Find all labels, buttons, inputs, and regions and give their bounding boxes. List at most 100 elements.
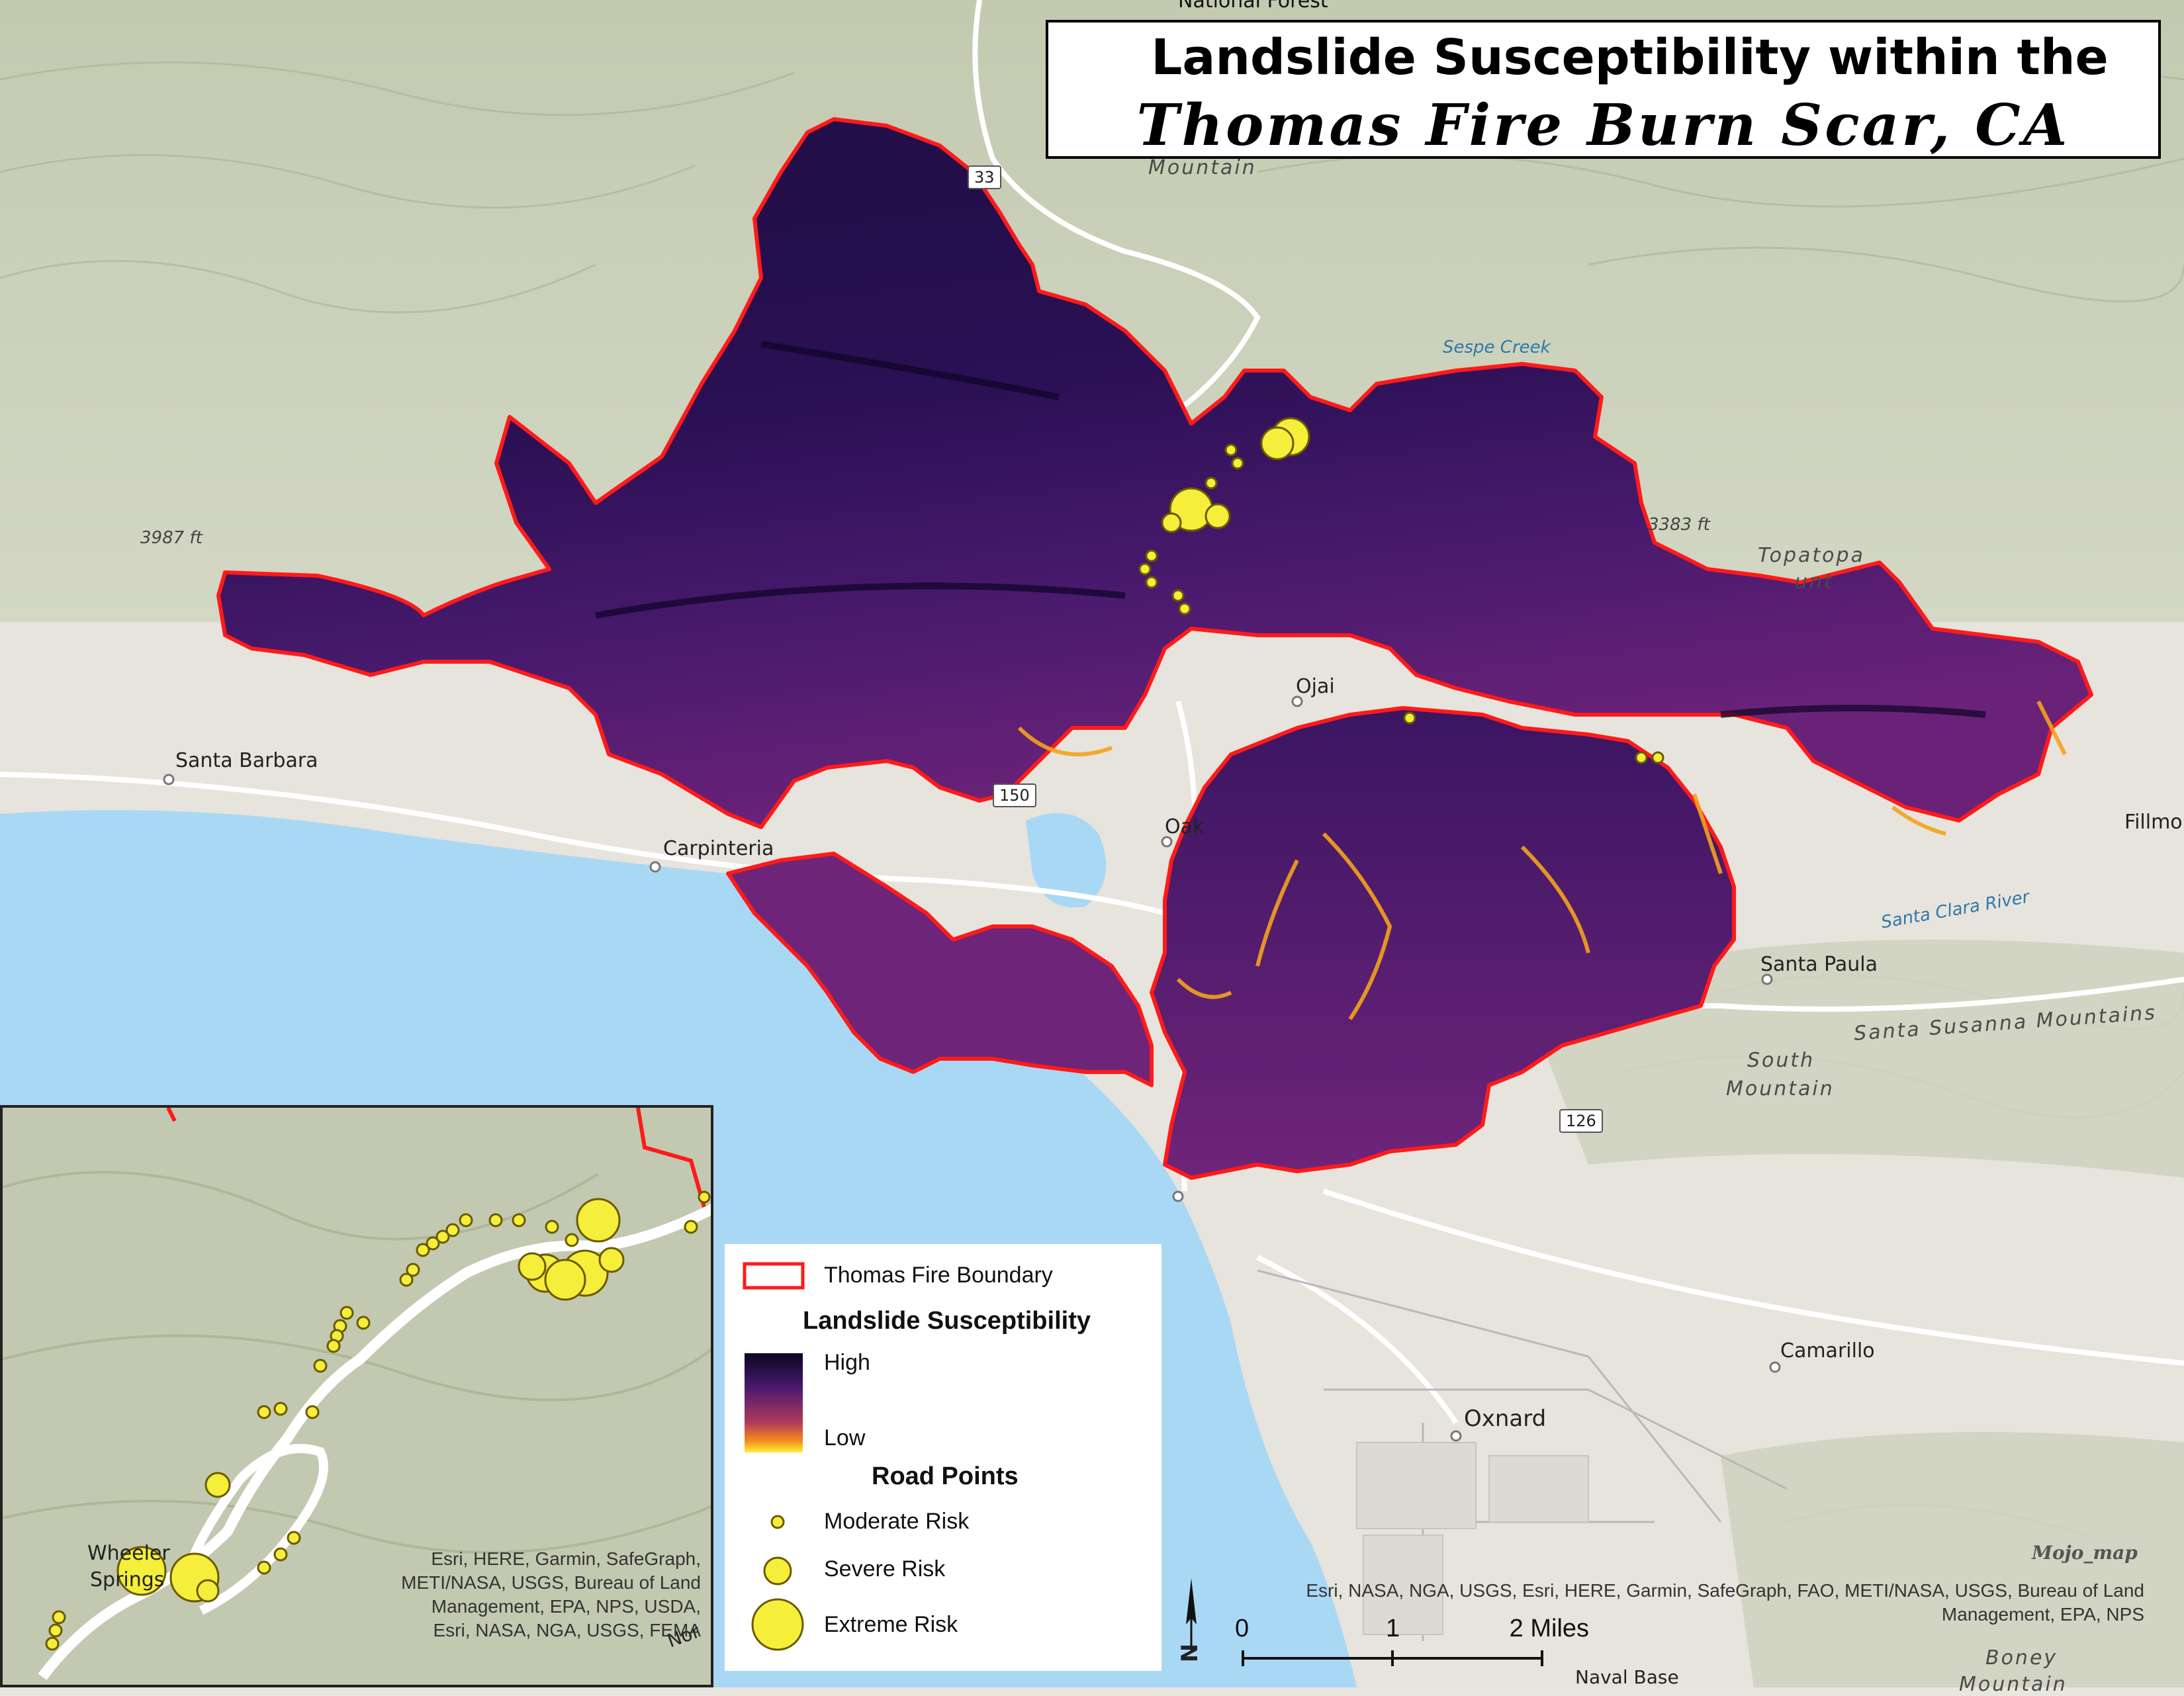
label-oak-view: Oak xyxy=(1165,815,1205,838)
inset-point-moderate[interactable] xyxy=(257,1560,271,1575)
title-line-1: Landslide Susceptibility within the xyxy=(1151,29,2109,86)
label-mountain-top: Mountain xyxy=(1148,156,1257,179)
inset-point-extreme[interactable] xyxy=(576,1198,621,1243)
label-south-mountain-1: South xyxy=(1747,1049,1815,1072)
road-points-main[interactable] xyxy=(1138,417,1664,764)
north-arrow-label: N xyxy=(1177,1643,1204,1663)
road-point-moderate[interactable] xyxy=(1171,589,1185,602)
legend-extreme-symbol xyxy=(751,1598,804,1651)
inset-point-moderate[interactable] xyxy=(48,1623,63,1638)
title-box: Landslide Susceptibility within the Thom… xyxy=(1046,20,2161,159)
inset-label-town: Wheeler xyxy=(87,1542,170,1565)
ridge-lines xyxy=(595,341,1986,718)
inset-point-moderate[interactable] xyxy=(435,1229,450,1244)
title-line-2: Thomas Fire Burn Scar, CA xyxy=(1136,92,2070,159)
inset-point-severe[interactable] xyxy=(598,1247,625,1273)
inset-point-moderate[interactable] xyxy=(273,1547,288,1562)
legend-extreme-label: Extreme Risk xyxy=(824,1612,958,1637)
label-naval-base: Naval Base xyxy=(1575,1666,1679,1688)
label-sespe-creek: Sespe Creek xyxy=(1443,337,1551,357)
inset-point-moderate[interactable] xyxy=(399,1272,414,1287)
road-point-moderate[interactable] xyxy=(1403,711,1416,725)
label-peak-3383: 3383 ft xyxy=(1648,515,1710,535)
inset-point-moderate[interactable] xyxy=(273,1402,288,1416)
inset-point-moderate[interactable] xyxy=(340,1306,354,1320)
inset-point-moderate[interactable] xyxy=(512,1213,526,1227)
inset-point-moderate[interactable] xyxy=(545,1220,559,1234)
road-point-extreme[interactable] xyxy=(1260,426,1295,461)
road-point-moderate[interactable] xyxy=(1635,751,1648,764)
label-fillmore: Fillmo xyxy=(2124,811,2183,834)
road-point-severe[interactable] xyxy=(1205,503,1231,529)
inset-road-points[interactable] xyxy=(45,1198,698,1651)
lake-casitas xyxy=(1026,813,1107,908)
label-santa-paula: Santa Paula xyxy=(1760,953,1878,976)
inset-point-moderate[interactable] xyxy=(416,1243,430,1257)
map-signature: Mojo_map xyxy=(2032,1542,2138,1564)
highway-33-shield: 33 xyxy=(968,165,1001,189)
label-national-forest: National Forest xyxy=(1178,0,1328,13)
label-boney-1: Boney xyxy=(1985,1646,2058,1670)
inset-point-moderate[interactable] xyxy=(426,1236,440,1251)
burn-scar-coast xyxy=(726,852,1154,1087)
legend-low-label: Low xyxy=(824,1425,866,1451)
road-point-moderate[interactable] xyxy=(1651,751,1664,764)
label-camarillo: Camarillo xyxy=(1780,1339,1875,1362)
inset-point-severe[interactable] xyxy=(518,1252,547,1281)
label-carpinteria: Carpinteria xyxy=(663,837,774,860)
urban-grid xyxy=(1356,1442,1589,1635)
scale-bar: 0 1 2 Miles xyxy=(1231,1615,1589,1668)
inset-point-extreme[interactable] xyxy=(544,1259,586,1301)
inset-point-moderate[interactable] xyxy=(257,1405,271,1419)
road-point-moderate[interactable] xyxy=(1138,562,1152,576)
inset-point-moderate[interactable] xyxy=(356,1316,371,1330)
inset-point-severe[interactable] xyxy=(196,1579,220,1603)
road-point-moderate[interactable] xyxy=(1145,549,1158,562)
inset-point-severe[interactable] xyxy=(205,1472,231,1498)
legend-high-label: High xyxy=(824,1350,870,1375)
legend-susceptibility-heading: Landslide Susceptibility xyxy=(803,1307,1091,1335)
burn-scar-north xyxy=(216,117,2093,829)
scale-label-2: 2 Miles xyxy=(1509,1615,1590,1642)
burn-scar-southeast xyxy=(1150,706,1736,1180)
inset-label-town-2: Springs xyxy=(90,1568,165,1591)
burn-scar-susceptibility[interactable] xyxy=(216,117,2093,1180)
label-south-mountain-2: Mountain xyxy=(1726,1077,1835,1100)
inset-point-moderate[interactable] xyxy=(684,1220,698,1234)
label-ojai: Ojai xyxy=(1296,675,1335,698)
highway-150-shield: 150 xyxy=(993,783,1036,807)
inset-point-moderate[interactable] xyxy=(313,1359,328,1373)
inset-point-extreme[interactable] xyxy=(116,1546,167,1596)
scale-label-1: 1 xyxy=(1386,1615,1400,1642)
low-susceptibility-streaks xyxy=(1017,700,2067,1020)
inset-point-moderate[interactable] xyxy=(565,1233,579,1247)
inset-map-canvas xyxy=(3,1108,711,1685)
inset-point-moderate[interactable] xyxy=(45,1636,60,1651)
scale-bar-line xyxy=(1242,1650,1543,1666)
legend-boundary-swatch xyxy=(743,1262,805,1290)
legend-road-points-heading: Road Points xyxy=(872,1462,1019,1490)
inset-point-moderate[interactable] xyxy=(406,1263,420,1277)
road-point-severe[interactable] xyxy=(1161,512,1182,533)
road-point-moderate[interactable] xyxy=(1178,602,1191,615)
legend: Thomas Fire Boundary Landslide Susceptib… xyxy=(725,1244,1161,1671)
legend-susceptibility-ramp xyxy=(745,1353,803,1452)
road-point-moderate[interactable] xyxy=(1205,476,1218,490)
inset-map[interactable]: Wheeler Springs Nor Esri, HERE, Garmin, … xyxy=(0,1105,713,1687)
inset-point-moderate[interactable] xyxy=(445,1223,460,1237)
inset-point-moderate[interactable] xyxy=(305,1405,320,1419)
inset-credits: Esri, HERE, Garmin, SafeGraph, METI/NASA… xyxy=(401,1548,701,1640)
legend-severe-symbol xyxy=(763,1556,792,1585)
inset-point-moderate[interactable] xyxy=(52,1610,66,1625)
town-markers xyxy=(163,695,1781,1442)
inset-point-moderate[interactable] xyxy=(459,1213,473,1227)
label-topatopa-2: unt xyxy=(1795,570,1834,594)
inset-point-moderate[interactable] xyxy=(326,1339,341,1353)
road-point-moderate[interactable] xyxy=(1145,576,1158,589)
road-point-moderate[interactable] xyxy=(1231,457,1244,470)
inset-point-moderate[interactable] xyxy=(488,1213,503,1227)
inset-point-moderate[interactable] xyxy=(287,1531,301,1545)
road-point-moderate[interactable] xyxy=(1224,443,1238,457)
legend-moderate-symbol xyxy=(770,1515,785,1529)
highway-126-shield: 126 xyxy=(1559,1109,1603,1133)
